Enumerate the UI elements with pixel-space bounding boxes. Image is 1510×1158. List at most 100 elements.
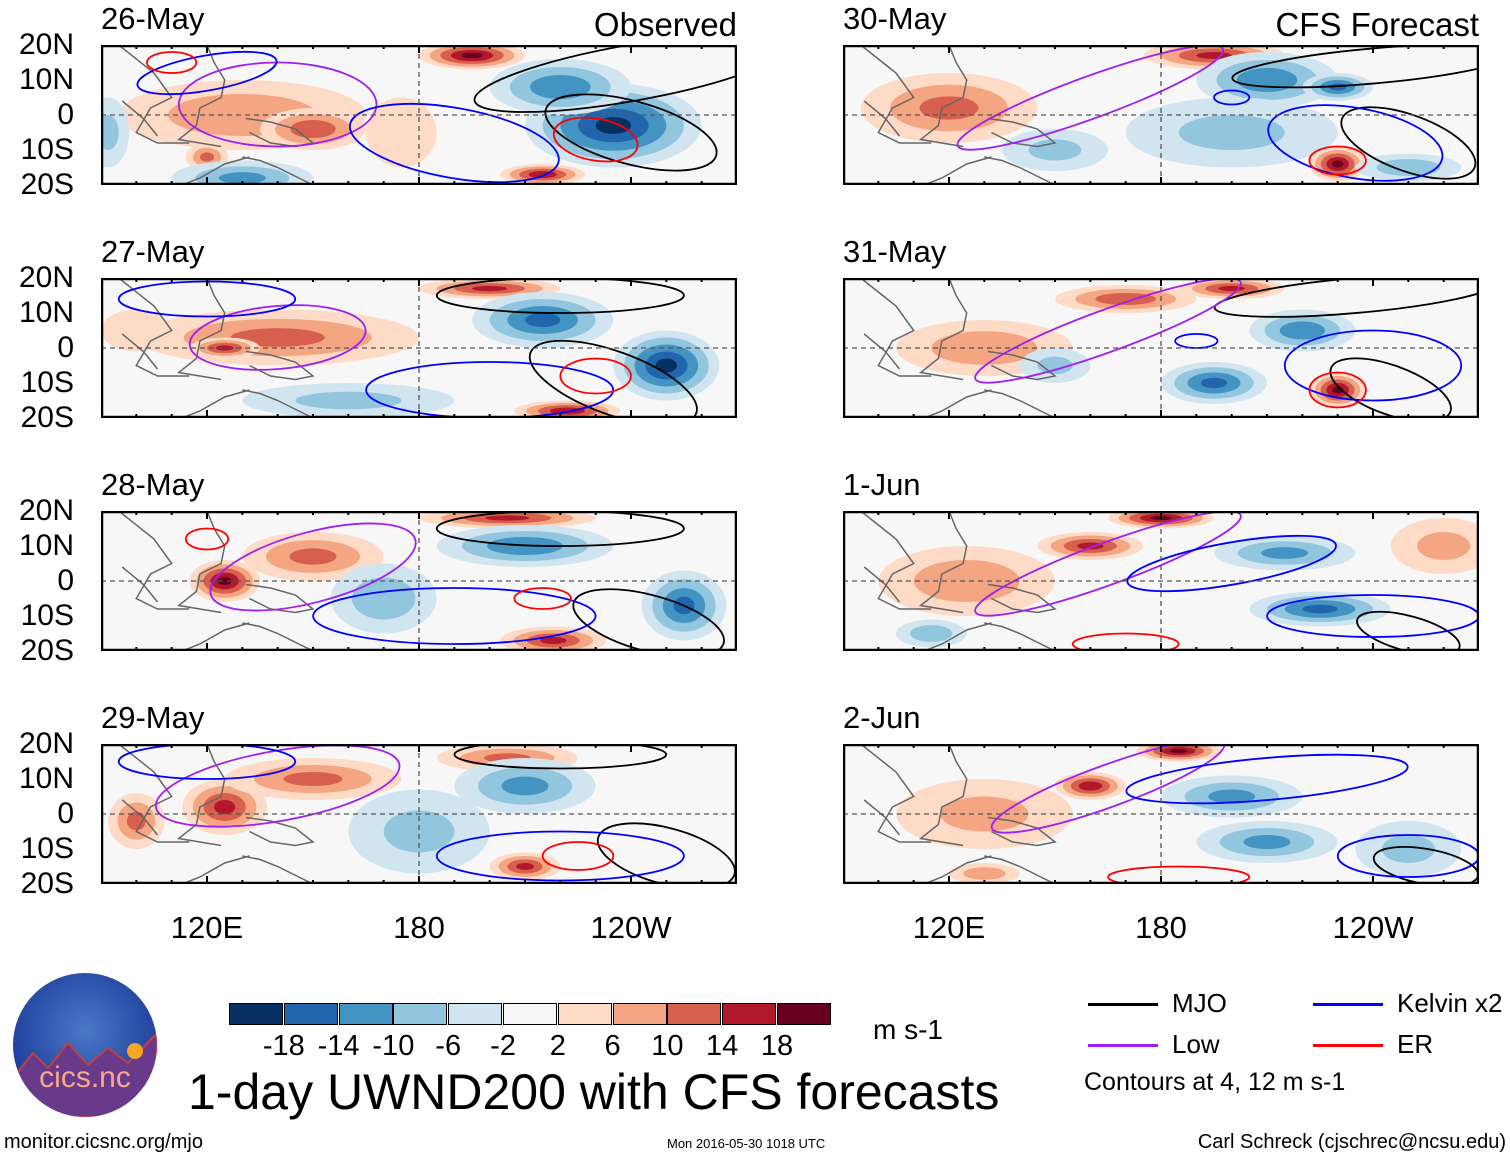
lat-tick-label: 20S <box>20 401 74 434</box>
wind-field-cell <box>1105 295 1146 303</box>
legend-label: Kelvin x2 <box>1397 988 1503 1018</box>
legend-swatch <box>1313 1003 1383 1006</box>
panel-frame <box>101 45 737 185</box>
coastline <box>987 816 1057 847</box>
coastline <box>121 566 159 603</box>
mjo-contour <box>435 278 685 314</box>
logo-mountains-icon <box>13 1031 157 1117</box>
lat-tick-label: 20N <box>18 28 74 61</box>
kelvin-contour <box>312 587 597 645</box>
wind-field-cell <box>1417 532 1471 560</box>
lat-tick-label: 0 <box>57 797 74 830</box>
panel-frame <box>843 744 1479 884</box>
lat-tick-label: 10N <box>18 296 74 329</box>
panel-frame <box>843 511 1479 651</box>
wind-field-cell <box>1381 835 1435 863</box>
wind-field-cell <box>919 96 979 120</box>
panel-date: 31-May <box>843 234 947 269</box>
panel-date: 30-May <box>843 1 947 36</box>
kelvin-contour <box>1213 89 1251 106</box>
footer-author: Carl Schreck (cjschrec@ncsu.edu) <box>1197 1131 1506 1153</box>
wind-field-cell <box>970 869 999 878</box>
coastline <box>242 855 314 884</box>
wind-field-cell <box>383 810 455 853</box>
coastline <box>182 389 250 418</box>
mjo-contour <box>435 511 685 547</box>
kelvin-contour <box>348 103 560 183</box>
er-contour <box>552 116 639 163</box>
panel-date: 2-Jun <box>843 700 921 735</box>
lon-tick-label: 120W <box>1332 910 1414 945</box>
low-contour <box>956 45 1225 151</box>
wind-field-cell <box>485 515 530 521</box>
lat-tick-label: 0 <box>57 331 74 364</box>
legend-label: Low <box>1172 1029 1220 1059</box>
coastline <box>860 511 932 610</box>
mjo-contour <box>544 93 718 172</box>
coastline <box>924 622 992 651</box>
kelvin-contour <box>1126 534 1337 593</box>
lon-tick-label: 180 <box>393 910 445 945</box>
lat-tick-label: 10N <box>18 762 74 795</box>
coastline <box>924 855 992 884</box>
map-panel <box>101 278 737 418</box>
wind-field-cell <box>1218 285 1245 292</box>
coastline <box>245 816 315 847</box>
coastline <box>984 389 1056 418</box>
lat-tick-label: 20N <box>18 494 74 527</box>
colorbar-swatch <box>229 1003 283 1025</box>
mjo-contour <box>1340 106 1477 180</box>
coastline <box>987 350 1057 381</box>
er-contour <box>1107 865 1251 884</box>
map-panel <box>101 744 737 884</box>
kelvin-contour <box>136 50 278 96</box>
wind-field-cell <box>540 79 581 95</box>
legend-label: MJO <box>1172 988 1227 1018</box>
low-contour <box>974 511 1242 617</box>
colorbar-tick-label: 14 <box>706 1030 739 1062</box>
er-contour <box>146 51 198 74</box>
wind-field-cell <box>217 576 232 586</box>
wind-field-cell <box>214 800 236 814</box>
coastline <box>918 45 968 148</box>
wind-field-cell <box>1243 835 1291 849</box>
logo-text: cics.nc <box>39 1061 131 1094</box>
coastline <box>182 156 250 185</box>
mjo-contour <box>528 339 698 418</box>
coastline <box>860 45 932 144</box>
column-subtitle: CFS Forecast <box>1275 6 1479 43</box>
wind-field-cell <box>289 548 337 565</box>
coastline <box>242 389 314 418</box>
wind-field-cell <box>655 358 677 373</box>
legend-swatch <box>1088 1003 1158 1006</box>
lon-tick-label: 120E <box>170 910 244 945</box>
wind-field-cell <box>1208 789 1256 804</box>
lat-tick-label: 10S <box>20 366 74 399</box>
legend-swatch <box>1088 1044 1158 1047</box>
coastline <box>860 744 932 843</box>
colorbar-swatch <box>338 1003 393 1025</box>
wind-field-cell <box>295 391 402 410</box>
footer-url[interactable]: monitor.cicsnc.org/mjo <box>4 1131 203 1153</box>
coastline <box>984 156 1056 185</box>
colorbar-tick-label: -6 <box>435 1030 462 1062</box>
kelvin-contour <box>365 361 615 418</box>
wind-field-cell <box>362 584 405 613</box>
coastline <box>121 799 159 836</box>
coastline <box>118 45 190 144</box>
panel-date: 28-May <box>101 467 205 502</box>
low-contour <box>177 61 378 148</box>
map-panel <box>101 45 737 185</box>
er-contour <box>541 841 615 871</box>
wind-field-cell <box>112 316 160 345</box>
colorbar-swatch <box>667 1003 722 1025</box>
coastline <box>245 583 315 614</box>
coastline <box>242 156 314 185</box>
colorbar-swatch <box>503 1003 557 1025</box>
wind-field-cell <box>381 112 422 153</box>
map-panel <box>843 45 1479 185</box>
lat-tick-label: 10S <box>20 599 74 632</box>
lat-tick-label: 20S <box>20 867 74 900</box>
coastline <box>121 100 159 137</box>
lat-tick-label: 0 <box>57 98 74 131</box>
